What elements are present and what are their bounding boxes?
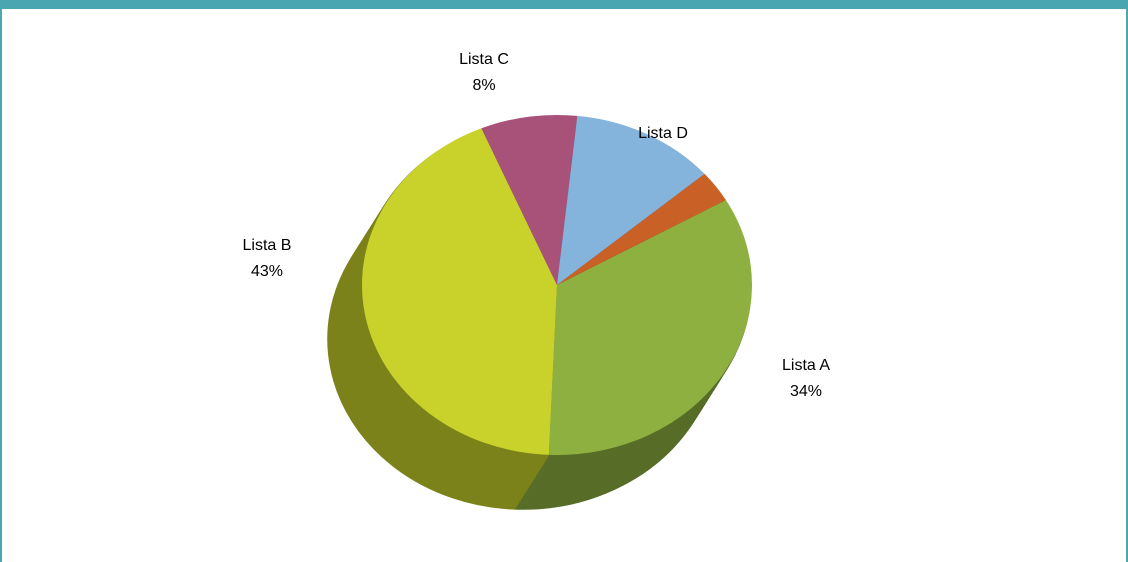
slice-value-label: 34% — [790, 383, 822, 400]
pie-slice — [557, 173, 726, 285]
left-border — [0, 0, 2, 562]
pie-slice — [481, 114, 578, 285]
slice-label: Lista B — [243, 237, 292, 254]
slice-label: Lista C — [459, 51, 509, 68]
pie-slice — [361, 128, 557, 455]
slice-label: Lista D — [638, 125, 688, 142]
pie-slice — [557, 115, 705, 285]
pie-slice — [548, 200, 752, 455]
slice-label: Lista A — [782, 357, 830, 374]
right-border — [1126, 0, 1128, 562]
slice-value-label: 43% — [251, 263, 283, 280]
slice-value-label: 8% — [472, 77, 495, 94]
top-band — [0, 0, 1128, 9]
